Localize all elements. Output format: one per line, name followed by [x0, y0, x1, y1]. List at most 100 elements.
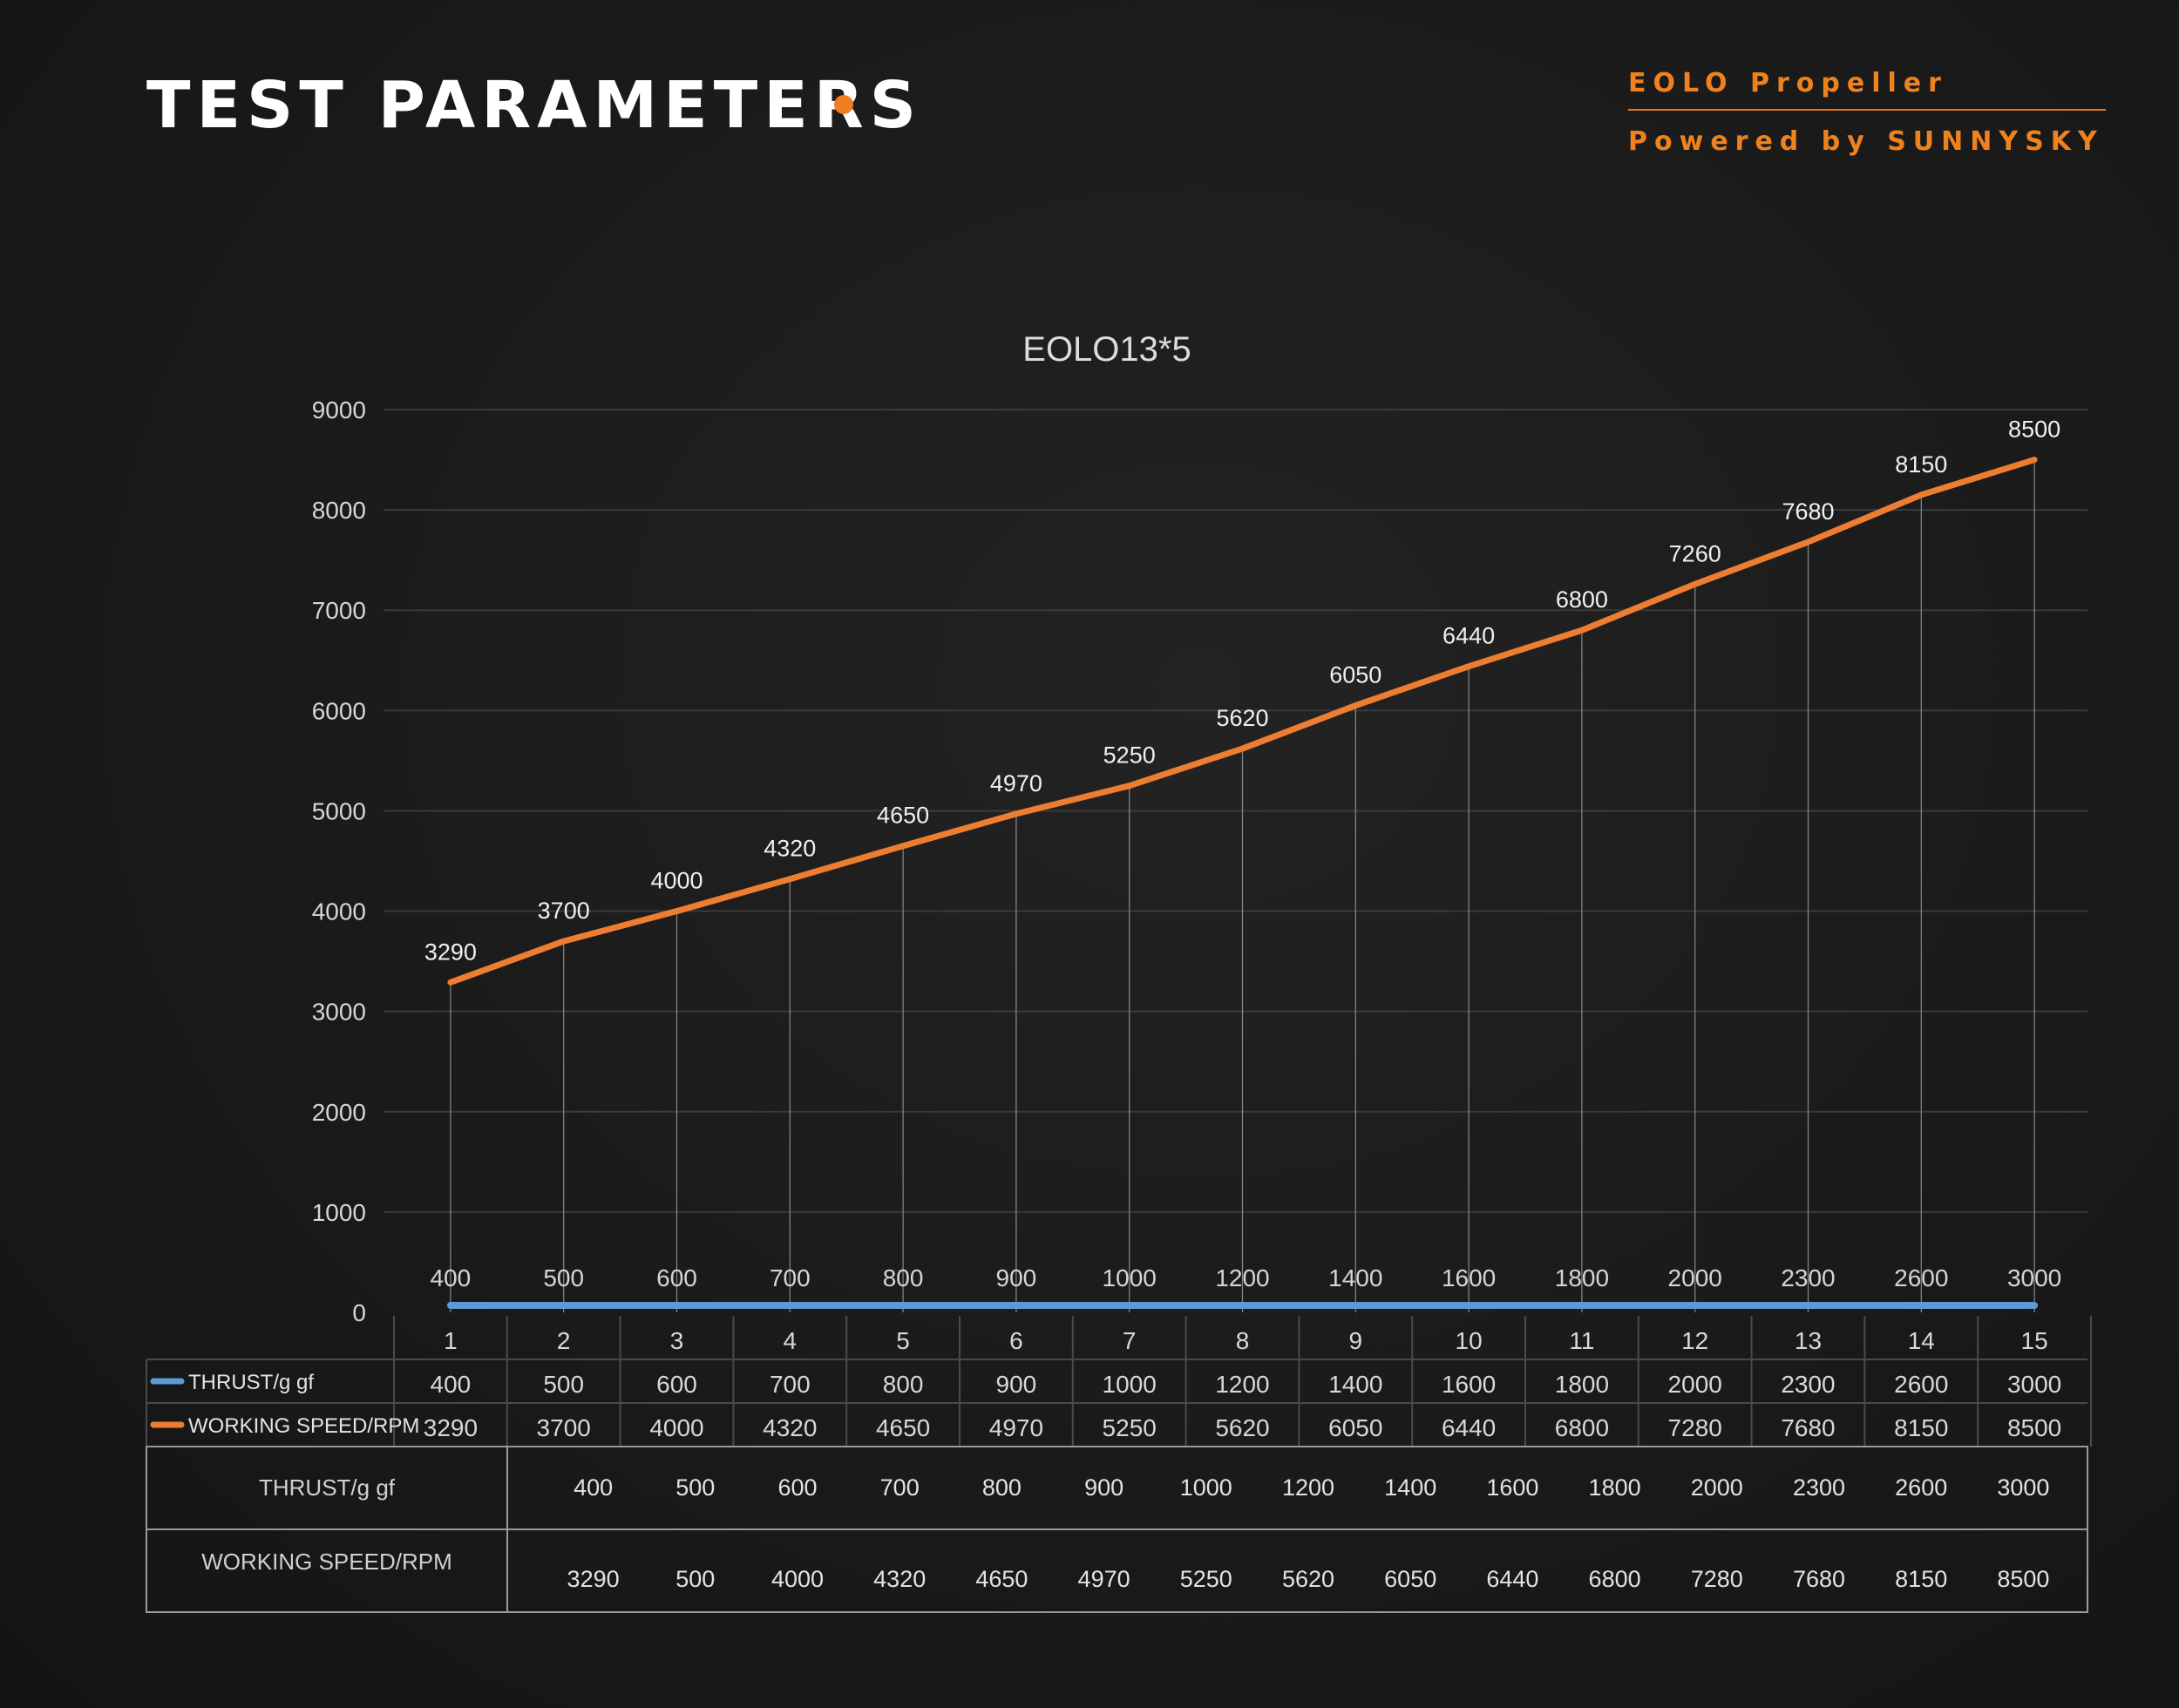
speed-data-label: 3290 — [424, 939, 477, 965]
page-title: TEST PARAMETERS — [146, 68, 923, 143]
speed-data-label: 4320 — [764, 836, 816, 862]
speed-data-point — [1578, 627, 1585, 634]
speed-data-label: 4000 — [650, 868, 703, 894]
table-value-cell: 2000 — [1668, 1371, 1722, 1398]
table-value-cell: 4000 — [649, 1414, 703, 1441]
thrust-data-label: 1800 — [1555, 1264, 1609, 1291]
table-value-cell: 400 — [431, 1371, 472, 1398]
table-category-cell: 8 — [1236, 1327, 1250, 1354]
table-value-cell: 3000 — [2007, 1371, 2061, 1398]
table-value-cell: 4970 — [989, 1414, 1043, 1441]
summary-value-cell: 4000 — [771, 1566, 824, 1592]
speed-data-label: 7260 — [1669, 540, 1721, 566]
y-tick-label: 4000 — [312, 898, 366, 925]
summary-value-cell: 6800 — [1589, 1566, 1641, 1592]
table-value-cell: 6050 — [1328, 1414, 1382, 1441]
summary-value-cell: 5620 — [1282, 1566, 1334, 1592]
table-value-cell: 8500 — [2007, 1414, 2061, 1441]
summary-value-cell: 7280 — [1691, 1566, 1743, 1592]
table-value-cell: 3700 — [537, 1414, 591, 1441]
speed-data-point — [2032, 457, 2038, 463]
summary-value-cell: 900 — [1084, 1474, 1123, 1501]
speed-data-label: 6800 — [1556, 586, 1608, 613]
table-category-cell: 12 — [1681, 1327, 1708, 1354]
y-tick-label: 3000 — [312, 999, 366, 1026]
speed-data-point — [1353, 702, 1359, 708]
table-value-cell: 5620 — [1215, 1414, 1269, 1441]
summary-value-cell: 2000 — [1691, 1474, 1743, 1501]
table-value-cell: 1800 — [1555, 1371, 1609, 1398]
y-tick-label: 6000 — [312, 697, 366, 724]
table-value-cell: 2600 — [1894, 1371, 1948, 1398]
speed-data-label: 8500 — [2008, 417, 2060, 443]
summary-value-cell: 700 — [880, 1474, 920, 1501]
table-value-cell: 8150 — [1894, 1414, 1948, 1441]
table-value-cell: 1200 — [1215, 1371, 1269, 1398]
speed-data-point — [1918, 491, 1924, 498]
table-value-cell: 4320 — [763, 1414, 817, 1441]
table-category-cell: 4 — [784, 1327, 798, 1354]
table-category-cell: 7 — [1123, 1327, 1137, 1354]
brand-divider — [1628, 109, 2106, 111]
speed-data-label: 5250 — [1103, 742, 1156, 769]
table-row-header: WORKING SPEED/RPM — [188, 1414, 419, 1438]
summary-value-cell: 3000 — [1997, 1474, 2049, 1501]
table-category-cell: 11 — [1569, 1327, 1594, 1354]
thrust-data-label: 2600 — [1894, 1264, 1948, 1291]
summary-value-cell: 2600 — [1895, 1474, 1947, 1501]
table-value-cell: 7680 — [1781, 1414, 1835, 1441]
summary-value-cell: 1400 — [1384, 1474, 1436, 1501]
speed-data-label: 7680 — [1782, 498, 1834, 525]
summary-value-cell: 2300 — [1793, 1474, 1845, 1501]
speed-data-label: 3700 — [538, 898, 590, 924]
table-value-cell: 800 — [883, 1371, 924, 1398]
summary-value-cell: 5250 — [1180, 1566, 1232, 1592]
speed-data-label: 8150 — [1895, 451, 1947, 478]
table-value-cell: 3290 — [424, 1414, 478, 1441]
summary-row-header: WORKING SPEED/RPM — [201, 1549, 451, 1575]
table-category-cell: 1 — [444, 1327, 458, 1354]
table-value-cell: 5250 — [1103, 1414, 1157, 1441]
summary-value-cell: 500 — [675, 1566, 715, 1592]
speed-data-point — [1239, 746, 1246, 752]
brand-powered-by: Powered by SUNNYSKY — [1628, 126, 2104, 157]
speed-data-point — [447, 979, 453, 986]
brand-block: EOLO Propeller Powered by SUNNYSKY — [1628, 68, 2106, 157]
summary-value-cell: 6440 — [1486, 1566, 1538, 1592]
summary-value-cell: 6050 — [1384, 1566, 1436, 1592]
speed-data-point — [1013, 810, 1019, 817]
speed-data-point — [560, 939, 567, 945]
table-category-cell: 10 — [1456, 1327, 1483, 1354]
y-tick-label: 5000 — [312, 797, 366, 824]
table-value-cell: 700 — [770, 1371, 811, 1398]
summary-value-cell: 8150 — [1895, 1566, 1947, 1592]
table-value-cell: 7280 — [1668, 1414, 1722, 1441]
speed-data-point — [1466, 663, 1472, 669]
thrust-data-label: 3000 — [2007, 1264, 2061, 1291]
table-value-cell: 6800 — [1555, 1414, 1609, 1441]
title-dot-icon — [834, 95, 853, 114]
table-category-cell: 6 — [1009, 1327, 1023, 1354]
speed-data-point — [900, 843, 906, 849]
table-category-cell: 3 — [670, 1327, 684, 1354]
y-tick-label: 9000 — [312, 396, 366, 424]
summary-value-cell: 4970 — [1078, 1566, 1130, 1592]
thrust-data-label: 1200 — [1215, 1264, 1269, 1291]
summary-value-cell: 4320 — [873, 1566, 926, 1592]
speed-data-label: 6050 — [1329, 662, 1381, 688]
thrust-data-label: 400 — [431, 1264, 472, 1291]
table-row-header: THRUST/g gf — [188, 1371, 314, 1394]
summary-value-cell: 3290 — [567, 1566, 620, 1592]
table-category-cell: 15 — [2021, 1327, 2048, 1354]
speed-data-point — [1692, 581, 1698, 587]
thrust-data-label: 2000 — [1668, 1264, 1722, 1291]
table-category-cell: 14 — [1908, 1327, 1935, 1354]
summary-value-cell: 800 — [982, 1474, 1022, 1501]
y-tick-label: 8000 — [312, 497, 366, 524]
summary-value-cell: 1800 — [1589, 1474, 1641, 1501]
table-value-cell: 2300 — [1781, 1371, 1835, 1398]
table-value-cell: 1600 — [1442, 1371, 1496, 1398]
speed-data-point — [1126, 783, 1132, 789]
summary-value-cell: 4650 — [975, 1566, 1028, 1592]
speed-data-label: 6440 — [1442, 623, 1495, 649]
